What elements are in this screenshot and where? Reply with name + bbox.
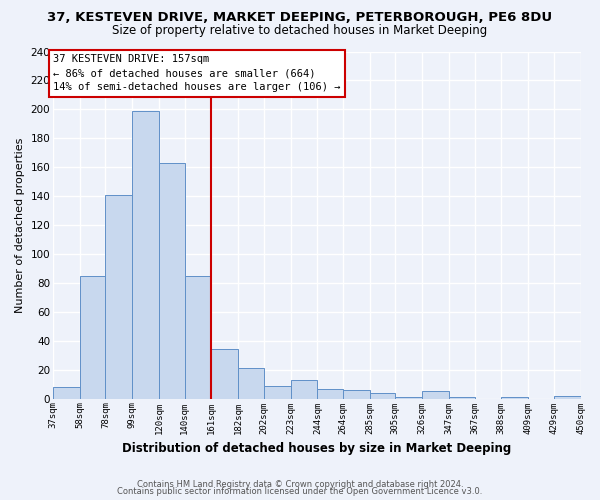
- Bar: [211, 350, 238, 399]
- Text: 37, KESTEVEN DRIVE, MARKET DEEPING, PETERBOROUGH, PE6 8DU: 37, KESTEVEN DRIVE, MARKET DEEPING, PETE…: [47, 11, 553, 24]
- X-axis label: Distribution of detached houses by size in Market Deeping: Distribution of detached houses by size …: [122, 442, 511, 455]
- Bar: [80, 276, 106, 398]
- Text: Contains public sector information licensed under the Open Government Licence v3: Contains public sector information licen…: [118, 487, 482, 496]
- Bar: [554, 396, 581, 398]
- Text: 37 KESTEVEN DRIVE: 157sqm
← 86% of detached houses are smaller (664)
14% of semi: 37 KESTEVEN DRIVE: 157sqm ← 86% of detac…: [53, 54, 341, 92]
- Bar: [132, 111, 159, 399]
- Bar: [502, 397, 528, 398]
- Bar: [422, 392, 449, 398]
- Bar: [159, 163, 185, 398]
- Bar: [185, 276, 211, 398]
- Bar: [370, 393, 395, 398]
- Bar: [395, 397, 422, 398]
- Text: Size of property relative to detached houses in Market Deeping: Size of property relative to detached ho…: [112, 24, 488, 37]
- Bar: [290, 380, 317, 398]
- Text: Contains HM Land Registry data © Crown copyright and database right 2024.: Contains HM Land Registry data © Crown c…: [137, 480, 463, 489]
- Bar: [317, 388, 343, 398]
- Bar: [53, 387, 80, 398]
- Bar: [343, 390, 370, 398]
- Bar: [264, 386, 290, 398]
- Bar: [106, 194, 132, 398]
- Bar: [238, 368, 264, 398]
- Bar: [449, 397, 475, 398]
- Y-axis label: Number of detached properties: Number of detached properties: [15, 138, 25, 313]
